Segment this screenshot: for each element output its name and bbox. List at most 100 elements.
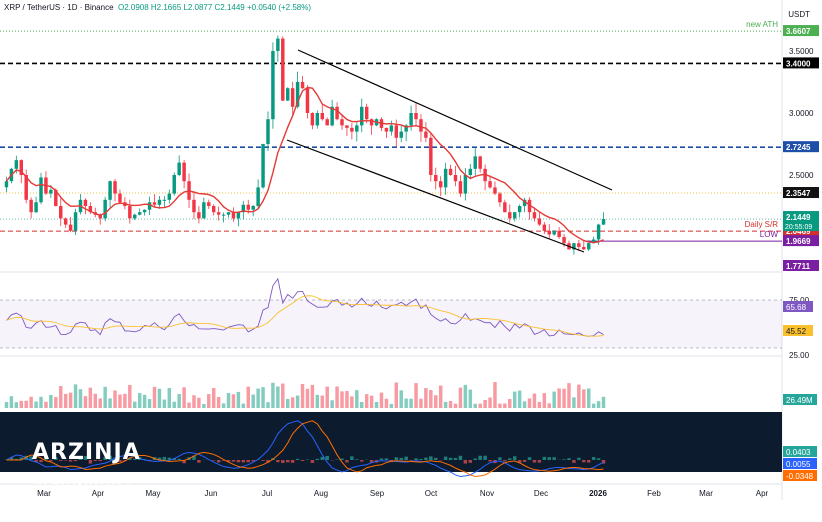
candle-body bbox=[182, 162, 186, 182]
macd-histogram-bar bbox=[221, 460, 226, 461]
x-tick-label: Oct bbox=[425, 489, 438, 498]
volume-bar bbox=[123, 393, 127, 408]
volume-bar bbox=[478, 403, 482, 408]
volume-tag bbox=[783, 394, 817, 405]
level-tag bbox=[783, 187, 819, 199]
candle-body bbox=[88, 206, 93, 213]
volume-bar bbox=[68, 392, 73, 408]
volume-bar bbox=[414, 383, 418, 408]
macd-histogram-bar bbox=[98, 460, 102, 462]
level-annotation: Daily S/R bbox=[745, 220, 779, 229]
volume-bar bbox=[379, 392, 384, 408]
volume-bar bbox=[424, 388, 428, 408]
macd-histogram-bar bbox=[414, 458, 418, 460]
volume-bar bbox=[567, 383, 571, 408]
volume-bar bbox=[374, 402, 379, 408]
volume-bar bbox=[320, 395, 324, 408]
volume-bar bbox=[404, 398, 408, 408]
volume-bar bbox=[508, 399, 512, 408]
macd-histogram-bar bbox=[478, 455, 482, 460]
volume-bar bbox=[448, 401, 453, 408]
volume-bar bbox=[522, 401, 527, 408]
volume-bar bbox=[335, 386, 339, 408]
candle-body bbox=[532, 212, 537, 219]
volume-bar bbox=[517, 390, 522, 408]
volume-bar bbox=[290, 397, 295, 408]
candle-body bbox=[498, 193, 502, 203]
volume-bar bbox=[44, 401, 48, 408]
candle-body bbox=[458, 181, 463, 194]
x-tick-label: Nov bbox=[480, 489, 494, 498]
candle-body bbox=[271, 51, 275, 120]
macd-histogram-bar bbox=[133, 459, 137, 460]
candle-body bbox=[355, 125, 359, 132]
macd-histogram-bar bbox=[182, 460, 186, 464]
level-tag bbox=[783, 235, 819, 247]
macd-histogram-bar bbox=[88, 460, 93, 464]
volume-bar bbox=[59, 386, 63, 408]
candle-body bbox=[488, 181, 492, 188]
macd-tag bbox=[783, 446, 817, 457]
macd-histogram-bar bbox=[379, 458, 384, 460]
x-tick-label: Apr bbox=[92, 489, 105, 498]
candle-body bbox=[281, 38, 285, 101]
macd-value: 0.0403 bbox=[786, 448, 811, 457]
candle-body bbox=[162, 199, 167, 201]
macd-histogram-bar bbox=[78, 456, 83, 460]
countdown-timer: 20:55:09 bbox=[785, 224, 812, 231]
y-tick-label: 2.5000 bbox=[789, 171, 814, 180]
volume-bar bbox=[473, 403, 477, 408]
candle-body bbox=[310, 113, 315, 126]
volume-bar bbox=[172, 401, 176, 408]
volume-bar bbox=[39, 396, 43, 408]
volume-bar bbox=[241, 403, 246, 408]
x-tick-label: Aug bbox=[314, 489, 328, 498]
volume-bar bbox=[236, 391, 241, 408]
y-tick-label: 3.5000 bbox=[789, 47, 814, 56]
candle-body bbox=[527, 199, 532, 213]
candle-body bbox=[256, 187, 260, 206]
volume-bar bbox=[310, 384, 315, 408]
moving-average-line bbox=[5, 86, 604, 244]
macd-histogram-bar bbox=[453, 457, 458, 460]
candle-body bbox=[19, 160, 23, 175]
x-tick-label: Sep bbox=[370, 489, 385, 498]
candle-body bbox=[384, 127, 389, 132]
macd-histogram-bar bbox=[360, 460, 364, 462]
volume-bar bbox=[19, 400, 23, 408]
candle-body bbox=[133, 214, 137, 219]
candle-body bbox=[54, 189, 58, 206]
volume-bar bbox=[162, 399, 167, 408]
volume-bar bbox=[512, 391, 517, 408]
volume-bar bbox=[458, 387, 463, 408]
volume-bar bbox=[389, 403, 394, 408]
macd-histogram-bar bbox=[369, 460, 374, 464]
macd-value: 0.0055 bbox=[786, 460, 811, 469]
candle-body bbox=[108, 181, 112, 200]
y-tick-label: 3.0000 bbox=[789, 109, 814, 118]
volume-bar bbox=[325, 386, 329, 408]
candle-body bbox=[493, 187, 497, 194]
volume-bar bbox=[207, 394, 211, 408]
candle-body bbox=[261, 144, 265, 188]
macd-histogram-bar bbox=[577, 457, 581, 460]
volume-bar bbox=[364, 394, 369, 408]
macd-histogram-bar bbox=[266, 460, 270, 463]
macd-histogram-bar bbox=[216, 460, 221, 463]
macd-histogram-bar bbox=[261, 460, 265, 461]
macd-histogram-bar bbox=[34, 460, 38, 462]
candle-body bbox=[266, 119, 270, 144]
last-price-value: 2.1449 bbox=[786, 213, 811, 222]
candle-body bbox=[414, 113, 418, 120]
candle-body bbox=[157, 199, 162, 205]
macd-value: -0.0348 bbox=[786, 472, 814, 481]
volume-bar bbox=[384, 398, 389, 408]
candle-body bbox=[399, 131, 403, 138]
candle-body bbox=[142, 209, 147, 213]
macd-histogram-bar bbox=[562, 459, 566, 460]
macd-histogram-bar bbox=[591, 457, 596, 460]
candle-body bbox=[522, 199, 527, 206]
watermark-brand: ARZINJA bbox=[32, 440, 141, 465]
volume-bar bbox=[493, 382, 497, 408]
